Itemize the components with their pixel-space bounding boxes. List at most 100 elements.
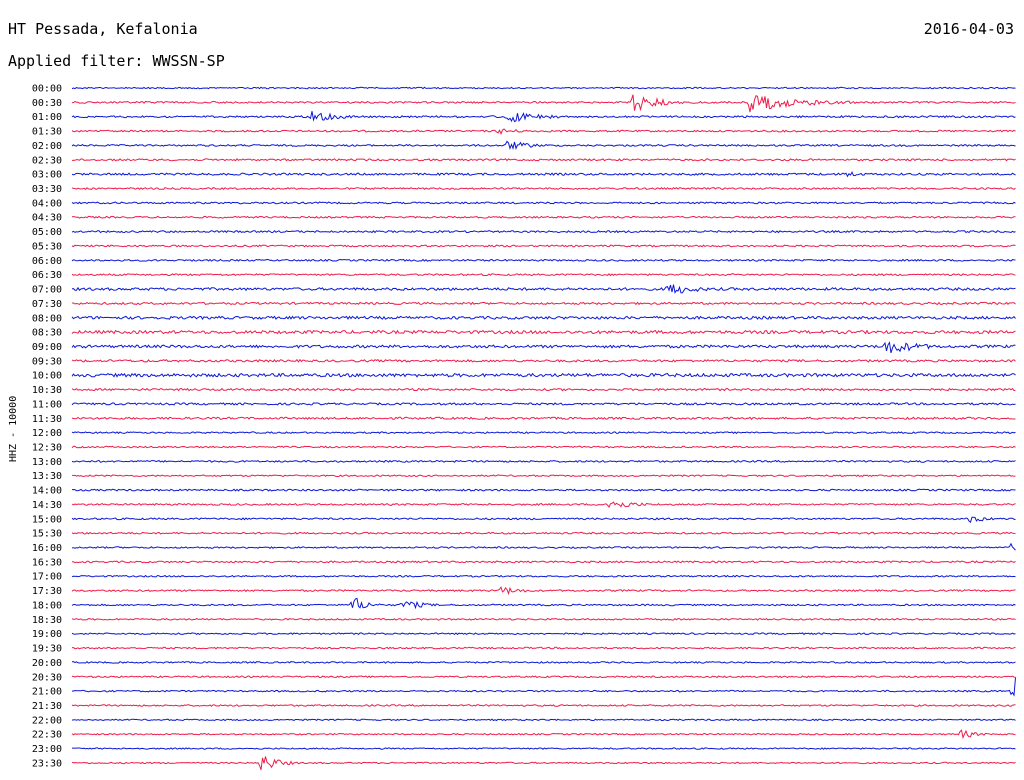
- time-label-2000: 20:00: [32, 658, 62, 669]
- trace-1730: [71, 586, 1016, 596]
- trace-0430: [71, 215, 1016, 219]
- time-label-2330: 23:30: [32, 758, 62, 769]
- time-label-0230: 02:30: [32, 155, 62, 166]
- trace-0930: [71, 358, 1016, 363]
- time-label-0130: 01:30: [32, 127, 62, 138]
- trace-1300: [71, 459, 1016, 463]
- trace-2230: [71, 729, 1016, 740]
- time-label-1730: 17:30: [32, 586, 62, 597]
- trace-0000: [71, 86, 1016, 90]
- time-label-1630: 16:30: [32, 557, 62, 568]
- trace-group: [71, 86, 1016, 771]
- trace-1500: [71, 516, 1016, 524]
- trace-0530: [71, 244, 1016, 248]
- trace-1130: [71, 416, 1016, 421]
- trace-2330: [71, 756, 1016, 771]
- time-label-1330: 13:30: [32, 471, 62, 482]
- time-label-1030: 10:30: [32, 385, 62, 396]
- time-label-2100: 21:00: [32, 687, 62, 698]
- trace-1900: [71, 632, 1016, 636]
- time-label-2030: 20:30: [32, 672, 62, 683]
- trace-0800: [71, 315, 1016, 321]
- trace-1930: [71, 646, 1016, 650]
- trace-0900: [71, 341, 1016, 354]
- time-label-1200: 12:00: [32, 428, 62, 439]
- time-label-0100: 01:00: [32, 112, 62, 123]
- time-label-0330: 03:30: [32, 184, 62, 195]
- trace-1630: [71, 560, 1016, 564]
- trace-1330: [71, 474, 1016, 478]
- time-label-1300: 13:00: [32, 457, 62, 468]
- trace-0630: [71, 273, 1016, 277]
- trace-1200: [71, 431, 1016, 435]
- trace-0030: [72, 94, 1016, 113]
- time-label-group: 00:00 00:30 01:00 01:30 02:00 02:30 03:00 03:30…: [32, 84, 62, 770]
- time-label-1130: 11:30: [32, 414, 62, 425]
- trace-1800: [71, 597, 1016, 610]
- trace-1100: [71, 402, 1016, 406]
- time-label-2230: 22:30: [32, 730, 62, 741]
- time-label-1230: 12:30: [32, 443, 62, 454]
- trace-1430: [71, 501, 1016, 508]
- time-label-2300: 23:00: [32, 744, 62, 755]
- trace-0730: [72, 301, 1016, 306]
- trace-0100: [71, 111, 1016, 123]
- date-label: 2016-04-03: [923, 20, 1014, 38]
- trace-1830: [71, 617, 1016, 621]
- time-label-1900: 19:00: [32, 629, 62, 640]
- time-label-1100: 11:00: [32, 399, 62, 410]
- time-label-1700: 17:00: [32, 572, 62, 583]
- trace-2030: [72, 675, 1016, 679]
- time-label-0000: 00:00: [32, 84, 62, 95]
- time-label-1000: 10:00: [32, 371, 62, 382]
- channel-label: HHZ - 10000: [8, 396, 19, 462]
- trace-2300: [71, 747, 1016, 750]
- trace-0130: [71, 128, 1016, 135]
- time-label-0930: 09:30: [32, 356, 62, 367]
- time-label-0300: 03:00: [32, 170, 62, 181]
- time-label-1430: 14:30: [32, 500, 62, 511]
- trace-2200: [71, 718, 1016, 722]
- trace-1030: [71, 387, 1016, 392]
- time-label-0430: 04:30: [32, 213, 62, 224]
- time-label-0530: 05:30: [32, 242, 62, 253]
- trace-2130: [71, 704, 1016, 707]
- filter-label: Applied filter: WWSSN-SP: [8, 52, 225, 70]
- trace-0500: [71, 229, 1016, 234]
- time-label-0800: 08:00: [32, 313, 62, 324]
- time-label-1400: 14:00: [32, 486, 62, 497]
- trace-0230: [71, 158, 1016, 162]
- time-label-1830: 18:30: [32, 615, 62, 626]
- trace-1230: [71, 445, 1016, 449]
- trace-0330: [71, 187, 1016, 191]
- time-label-0730: 07:30: [32, 299, 62, 310]
- time-label-0030: 00:30: [32, 98, 62, 109]
- time-label-0600: 06:00: [32, 256, 62, 267]
- trace-0700: [71, 284, 1016, 294]
- time-label-1800: 18:00: [32, 601, 62, 612]
- time-label-2130: 21:30: [32, 701, 62, 712]
- trace-1000: [71, 372, 1016, 378]
- trace-2000: [71, 661, 1016, 664]
- time-label-2200: 22:00: [32, 715, 62, 726]
- time-label-0400: 04:00: [32, 198, 62, 209]
- time-label-1600: 16:00: [32, 543, 62, 554]
- time-label-1530: 15:30: [32, 529, 62, 540]
- trace-2100: [71, 677, 1016, 697]
- time-label-1930: 19:30: [32, 644, 62, 655]
- trace-1400: [71, 488, 1016, 492]
- time-label-0830: 08:30: [32, 328, 62, 339]
- station-title: HT Pessada, Kefalonia: [8, 20, 198, 38]
- trace-1530: [71, 531, 1016, 535]
- trace-0300: [71, 171, 1016, 178]
- time-label-0900: 09:00: [32, 342, 62, 353]
- time-label-0630: 06:30: [32, 270, 62, 281]
- trace-0830: [71, 329, 1016, 335]
- time-label-0700: 07:00: [32, 285, 62, 296]
- trace-0400: [71, 201, 1016, 205]
- trace-0200: [71, 140, 1016, 150]
- trace-0600: [71, 258, 1016, 262]
- time-label-0200: 02:00: [32, 141, 62, 152]
- time-label-0500: 05:00: [32, 227, 62, 238]
